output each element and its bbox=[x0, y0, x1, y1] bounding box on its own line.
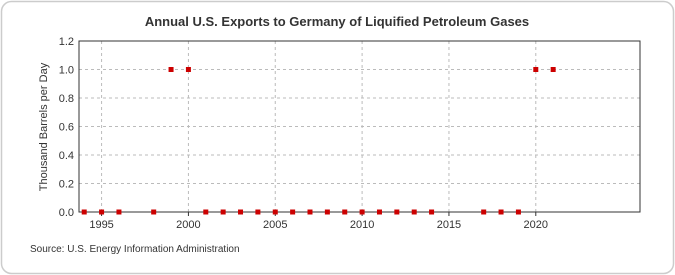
point bbox=[515, 209, 521, 215]
point bbox=[185, 67, 191, 72]
point bbox=[550, 67, 556, 72]
chart-title: Annual U.S. Exports to Germany of Liquif… bbox=[145, 14, 529, 29]
y-tick-label: 1.2 bbox=[59, 36, 74, 48]
y-tick-label: 0.2 bbox=[59, 179, 74, 191]
point bbox=[533, 67, 539, 72]
point bbox=[411, 209, 417, 215]
point bbox=[255, 209, 261, 215]
point bbox=[203, 209, 209, 215]
point bbox=[307, 209, 313, 215]
point bbox=[394, 209, 400, 215]
point bbox=[429, 209, 435, 215]
point bbox=[481, 209, 487, 215]
point bbox=[342, 209, 348, 215]
point bbox=[359, 209, 365, 215]
point bbox=[81, 209, 87, 215]
x-tick-label: 2005 bbox=[263, 219, 287, 231]
point bbox=[290, 209, 296, 215]
point bbox=[116, 209, 122, 215]
point bbox=[324, 209, 330, 215]
point bbox=[151, 209, 157, 215]
point bbox=[498, 209, 504, 215]
y-tick-label: 1.0 bbox=[59, 65, 74, 77]
y-tick-label: 0.0 bbox=[59, 207, 74, 219]
x-tick-label: 2010 bbox=[350, 219, 374, 231]
y-tick-label: 0.6 bbox=[59, 122, 74, 134]
y-axis-label: Thousand Barrels per Day bbox=[38, 62, 50, 191]
point bbox=[272, 209, 278, 215]
point bbox=[168, 67, 174, 72]
x-tick-label: 2000 bbox=[176, 219, 200, 231]
x-tick-label: 2020 bbox=[524, 219, 548, 231]
x-tick-label: 1995 bbox=[89, 219, 113, 231]
point bbox=[99, 209, 105, 215]
source: Source: U.S. Energy Information Administ… bbox=[30, 244, 240, 255]
plot-border bbox=[78, 40, 641, 213]
y-tick-label: 0.4 bbox=[59, 150, 74, 162]
y-tick-label: 0.8 bbox=[59, 93, 74, 105]
x-tick-label: 2015 bbox=[437, 219, 461, 231]
point bbox=[220, 209, 226, 215]
point bbox=[376, 209, 382, 215]
point bbox=[238, 209, 244, 215]
